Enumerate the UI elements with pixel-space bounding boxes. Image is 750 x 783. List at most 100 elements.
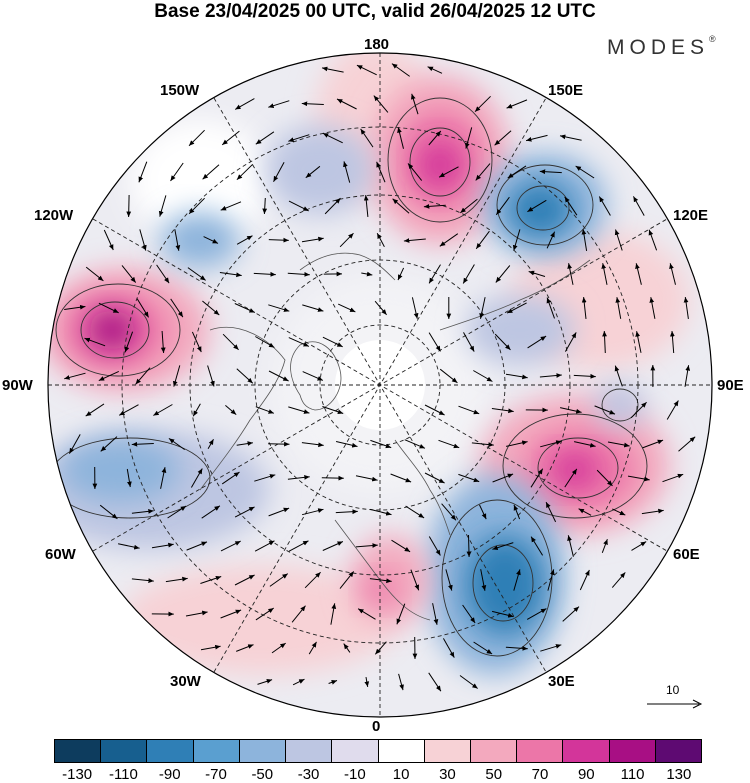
wind-vector-arrow — [631, 541, 647, 551]
wind-vector-arrow — [564, 196, 578, 216]
wind-vector-arrow — [255, 336, 275, 348]
wind-vector-arrow — [428, 332, 441, 352]
colorbar-swatch — [286, 740, 333, 762]
wind-vector-arrow — [612, 508, 626, 516]
wind-vector-arrow — [135, 367, 151, 385]
registered-mark: ® — [709, 34, 716, 44]
wind-vector-arrow — [513, 569, 521, 591]
wind-vector-arrow — [442, 638, 455, 658]
wind-vector-arrow — [124, 331, 134, 353]
wind-vector-arrow — [201, 505, 221, 519]
wind-vector-arrow — [512, 229, 521, 251]
wind-vector-arrow — [635, 263, 642, 285]
coastline-scandinavia — [394, 439, 451, 536]
wind-vector-arrow — [219, 272, 242, 278]
colorbar-tick-label: -70 — [205, 766, 227, 783]
wind-vector-arrow — [322, 132, 343, 144]
colorbar-swatch — [239, 740, 287, 762]
wind-vector-arrow — [397, 127, 404, 149]
wind-vector-arrow — [369, 508, 392, 516]
wind-vector-arrow — [441, 503, 457, 521]
wind-vector-arrow — [339, 232, 354, 248]
wind-vector-arrow — [411, 297, 419, 319]
meridian-150 — [213, 97, 547, 673]
wind-vector-arrow — [474, 95, 491, 113]
wind-vector-arrow — [405, 505, 425, 519]
wind-vector-arrow — [322, 336, 343, 348]
wind-vector-arrow — [84, 337, 106, 347]
wind-vector-arrow — [475, 163, 491, 181]
wind-vector-arrow — [369, 578, 392, 584]
wind-vector-arrow — [678, 436, 696, 452]
anomaly-centre-90e — [595, 383, 645, 427]
wind-vector-arrow — [192, 403, 201, 417]
wind-vector-arrow — [364, 677, 370, 687]
wind-vector-arrow — [491, 610, 514, 618]
wind-vector-arrow — [288, 337, 310, 347]
wind-vector-arrow — [153, 404, 173, 416]
coastline-alaska — [299, 252, 396, 281]
graticule — [48, 53, 712, 717]
wind-vector-arrow — [428, 264, 441, 284]
wind-vector-arrow — [480, 569, 487, 591]
lon-label-30e: 30E — [548, 673, 575, 690]
wind-vector-arrow — [492, 542, 514, 551]
wind-vector-arrow — [494, 130, 512, 146]
wind-vector-arrow — [136, 298, 150, 318]
wind-vector-arrow — [103, 229, 114, 251]
wind-vector-arrow — [156, 264, 170, 284]
wind-vector-arrow — [602, 330, 607, 354]
wind-vector-arrow — [373, 95, 389, 113]
wind-vector-arrow — [539, 373, 562, 378]
wind-vector-arrow — [185, 610, 208, 617]
parallel-60n — [189, 194, 571, 576]
wind-vector-arrow — [438, 166, 459, 178]
colorbar-tick-label: -50 — [251, 766, 274, 783]
wind-vector-arrow — [463, 332, 475, 352]
anomaly-centre-120w — [160, 212, 240, 268]
anomaly-patch — [120, 565, 400, 675]
colorbar-tick-label: 110 — [620, 766, 645, 783]
parallel-80n — [319, 324, 441, 446]
wind-vector-arrow — [525, 134, 548, 142]
wind-vector-arrow — [68, 434, 81, 454]
wind-vector-arrow — [391, 539, 411, 553]
wind-vector-arrow — [98, 370, 120, 382]
wind-vector-arrow — [64, 372, 86, 380]
wind-vector-arrow — [526, 608, 547, 620]
colorbar-tick-label: -10 — [344, 766, 366, 783]
wind-vector-arrow — [287, 474, 310, 480]
anomaly-centre-70e-peak — [553, 452, 597, 488]
wind-vector-arrow — [465, 127, 473, 149]
wind-vector-arrow — [170, 162, 184, 182]
anomaly-shading — [48, 53, 690, 675]
logo-text: MODES — [607, 36, 710, 59]
wind-vector-arrow — [236, 235, 253, 245]
colorbar-swatch — [655, 740, 702, 762]
colorbar-swatch — [424, 740, 471, 762]
contour-line — [496, 164, 594, 246]
wind-vector-arrow — [131, 508, 154, 514]
wind-vector-arrow — [445, 569, 453, 591]
wind-vector-arrow — [684, 365, 691, 387]
wind-vector-arrow — [207, 365, 215, 387]
wind-vector-arrow — [391, 63, 410, 77]
colorbar-swatch — [609, 740, 656, 762]
wind-vector-arrow — [121, 265, 137, 283]
wind-vector-arrow — [335, 441, 358, 448]
wind-vector-arrow — [301, 236, 324, 243]
wind-vector-arrow — [396, 603, 406, 625]
wind-vector-arrow — [607, 441, 630, 448]
wind-vector-arrow — [291, 605, 306, 623]
colorbar-swatch — [517, 740, 564, 762]
wind-vector-arrow — [234, 98, 255, 110]
lon-label-150w: 150W — [160, 82, 200, 99]
wind-vector-arrow — [376, 232, 385, 248]
wind-vector-arrow — [64, 304, 86, 310]
wind-vector-arrow — [598, 196, 611, 216]
wind-vector-arrow — [200, 644, 221, 651]
wind-vector-arrow — [268, 507, 290, 517]
wind-vector-arrow — [611, 572, 626, 588]
wind-vector-arrow — [578, 508, 592, 516]
wind-vector-arrow — [479, 297, 486, 319]
